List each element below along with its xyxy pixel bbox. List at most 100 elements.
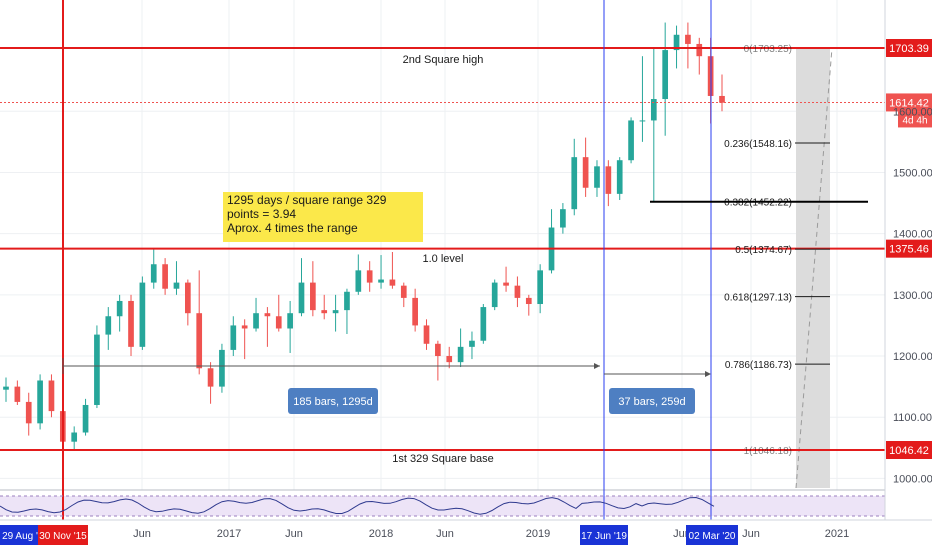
date-flag-label: 30 Nov '15: [39, 531, 87, 542]
time-axis[interactable]: Jun 2017 Jun 2018 Jun 2019 Jun Jun 2021: [133, 528, 849, 540]
price-level-tag: [886, 39, 932, 57]
candle-body: [310, 282, 316, 311]
rsi-path: [0, 496, 715, 515]
price-axis[interactable]: 1000.00 1100.00 1200.00 1300.00 1400.00 1500.…: [893, 106, 932, 485]
date-flag-label: 29 Aug ': [2, 531, 38, 542]
x-tick-label: Jun: [133, 528, 151, 540]
candle-body: [491, 282, 498, 308]
candle-body: [105, 316, 112, 335]
rsi-line: [0, 495, 885, 517]
x-tick-label: 2021: [825, 528, 849, 540]
y-tick-label: 1200.00: [893, 351, 932, 363]
horizontal-levels: 1703.39 1375.46 1046.42 1614.42 4d 4h: [0, 39, 932, 459]
candle-body: [321, 310, 328, 314]
candle-body: [207, 368, 214, 387]
candle-body: [241, 325, 248, 329]
candle-body: [650, 99, 657, 121]
price-level-tag: [886, 441, 932, 459]
candle-body: [71, 432, 78, 442]
price-level-label: 1046.42: [889, 445, 929, 457]
candle-body: [366, 270, 373, 283]
date-flag: [0, 525, 40, 545]
candle-body: [525, 297, 532, 305]
fib-label: 0.618(1297.13): [724, 293, 792, 304]
x-tick-label: 2017: [217, 528, 241, 540]
y-tick-label: 1100.00: [893, 412, 932, 424]
candle-body: [173, 282, 180, 289]
candle-body: [446, 356, 453, 363]
fib-label: 0(1703.25): [744, 44, 792, 55]
vertical-lines: [62, 0, 712, 520]
x-tick-label: 2019: [526, 528, 550, 540]
candle-body: [560, 209, 566, 228]
candle-body: [230, 325, 237, 350]
range-box-1: [288, 388, 378, 414]
candle-body: [457, 346, 464, 363]
x-tick-label: 2018: [369, 528, 393, 540]
date-flag-label: 02 Mar '20: [689, 531, 736, 542]
countdown-label: 4d 4h: [902, 115, 927, 126]
candle-body: [185, 282, 191, 314]
candle-body: [639, 120, 646, 122]
candle-body: [616, 160, 623, 194]
candle-body: [3, 386, 9, 390]
candle-body: [196, 313, 203, 369]
x-tick-label: Jun: [285, 528, 303, 540]
candle-body: [480, 307, 487, 341]
note-box[interactable]: 1295 days / square range 329 points = 3.…: [223, 192, 423, 242]
date-flag: [38, 525, 88, 545]
candle-body: [162, 264, 168, 289]
candle-body: [423, 325, 430, 344]
y-tick-label: 1500.00: [893, 167, 932, 179]
y-tick-label: 1300.00: [893, 290, 932, 302]
candle-body: [14, 386, 21, 402]
y-tick-label: 1600.00: [893, 106, 932, 118]
candle-body: [139, 282, 146, 347]
note-line-2: points = 3.94: [227, 207, 297, 221]
candle-body: [503, 282, 509, 286]
fib-label: 1(1046.18): [744, 446, 792, 457]
rsi-band: [0, 496, 885, 516]
range-arrow-head-2: [705, 371, 711, 377]
candle-body: [469, 340, 475, 347]
date-flags: 29 Aug ' 30 Nov '15 17 Jun '19 02 Mar '20: [0, 525, 738, 545]
range-label-1: 185 bars, 1295d: [293, 396, 373, 408]
projection-line: [795, 47, 833, 489]
range-box-2: [609, 388, 695, 414]
fib-label: 0.5(1374.67): [735, 245, 792, 256]
candle-body: [128, 300, 134, 347]
level-label: 1.0 level: [423, 253, 464, 265]
candle-body: [264, 313, 271, 317]
candle-body: [719, 95, 725, 103]
candle-body: [673, 34, 680, 51]
countdown-tag: [898, 111, 932, 128]
candle-body: [389, 279, 396, 286]
candle-body: [37, 380, 43, 424]
time-projection-zone: [795, 47, 833, 489]
date-flag-label: 17 Jun '19: [581, 531, 627, 542]
candle-body: [628, 120, 634, 161]
candle-body: [94, 334, 100, 405]
candle-body: [594, 166, 600, 188]
date-flag: [580, 525, 628, 545]
candle-body: [400, 285, 407, 298]
fib-label: 0.236(1548.16): [724, 139, 792, 150]
price-level-label: 1703.39: [889, 43, 929, 55]
y-tick-label: 1400.00: [893, 229, 932, 241]
candle-body: [355, 270, 362, 292]
note-line-3: Aprox. 4 times the range: [227, 221, 358, 235]
x-tick-label: Jun: [742, 528, 760, 540]
candle-body: [298, 282, 305, 314]
current-price-label: 1614.42: [889, 97, 929, 109]
candle-body: [685, 34, 691, 44]
candle-body: [287, 313, 293, 329]
candle-body: [696, 43, 703, 57]
candle-body: [25, 401, 32, 424]
candle-body: [150, 264, 157, 283]
candle-body: [435, 343, 441, 357]
range-label-2: 37 bars, 259d: [618, 396, 685, 408]
date-flag: [686, 525, 738, 545]
candle-body: [412, 297, 418, 326]
note-line-1: 1295 days / square range 329: [227, 193, 387, 207]
